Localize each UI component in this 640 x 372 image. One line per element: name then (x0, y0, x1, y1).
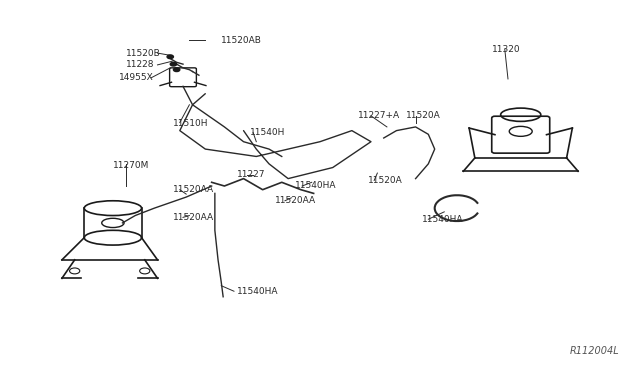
Text: 14955X: 14955X (119, 73, 154, 82)
Circle shape (170, 62, 177, 66)
Text: 11520AA: 11520AA (173, 185, 214, 194)
Text: 11540HA: 11540HA (422, 215, 463, 224)
Text: 11520A: 11520A (368, 176, 403, 185)
Circle shape (173, 68, 180, 71)
Text: 11227+A: 11227+A (358, 111, 401, 121)
Circle shape (167, 55, 173, 59)
Text: 11520A: 11520A (406, 111, 441, 121)
Text: 11320: 11320 (492, 45, 521, 54)
Text: 11540H: 11540H (250, 128, 285, 137)
Text: 11227: 11227 (237, 170, 266, 179)
Text: 11520AB: 11520AB (221, 36, 262, 45)
Text: R112004L: R112004L (570, 346, 620, 356)
Text: 11520B: 11520B (125, 49, 161, 58)
Text: 11540HA: 11540HA (237, 287, 278, 296)
Text: 11510H: 11510H (173, 119, 209, 128)
Text: 11540HA: 11540HA (294, 182, 336, 190)
Text: 11270M: 11270M (113, 161, 149, 170)
Text: 11228: 11228 (125, 60, 154, 70)
Text: 11520AA: 11520AA (173, 213, 214, 222)
Text: 11520AA: 11520AA (275, 196, 317, 205)
